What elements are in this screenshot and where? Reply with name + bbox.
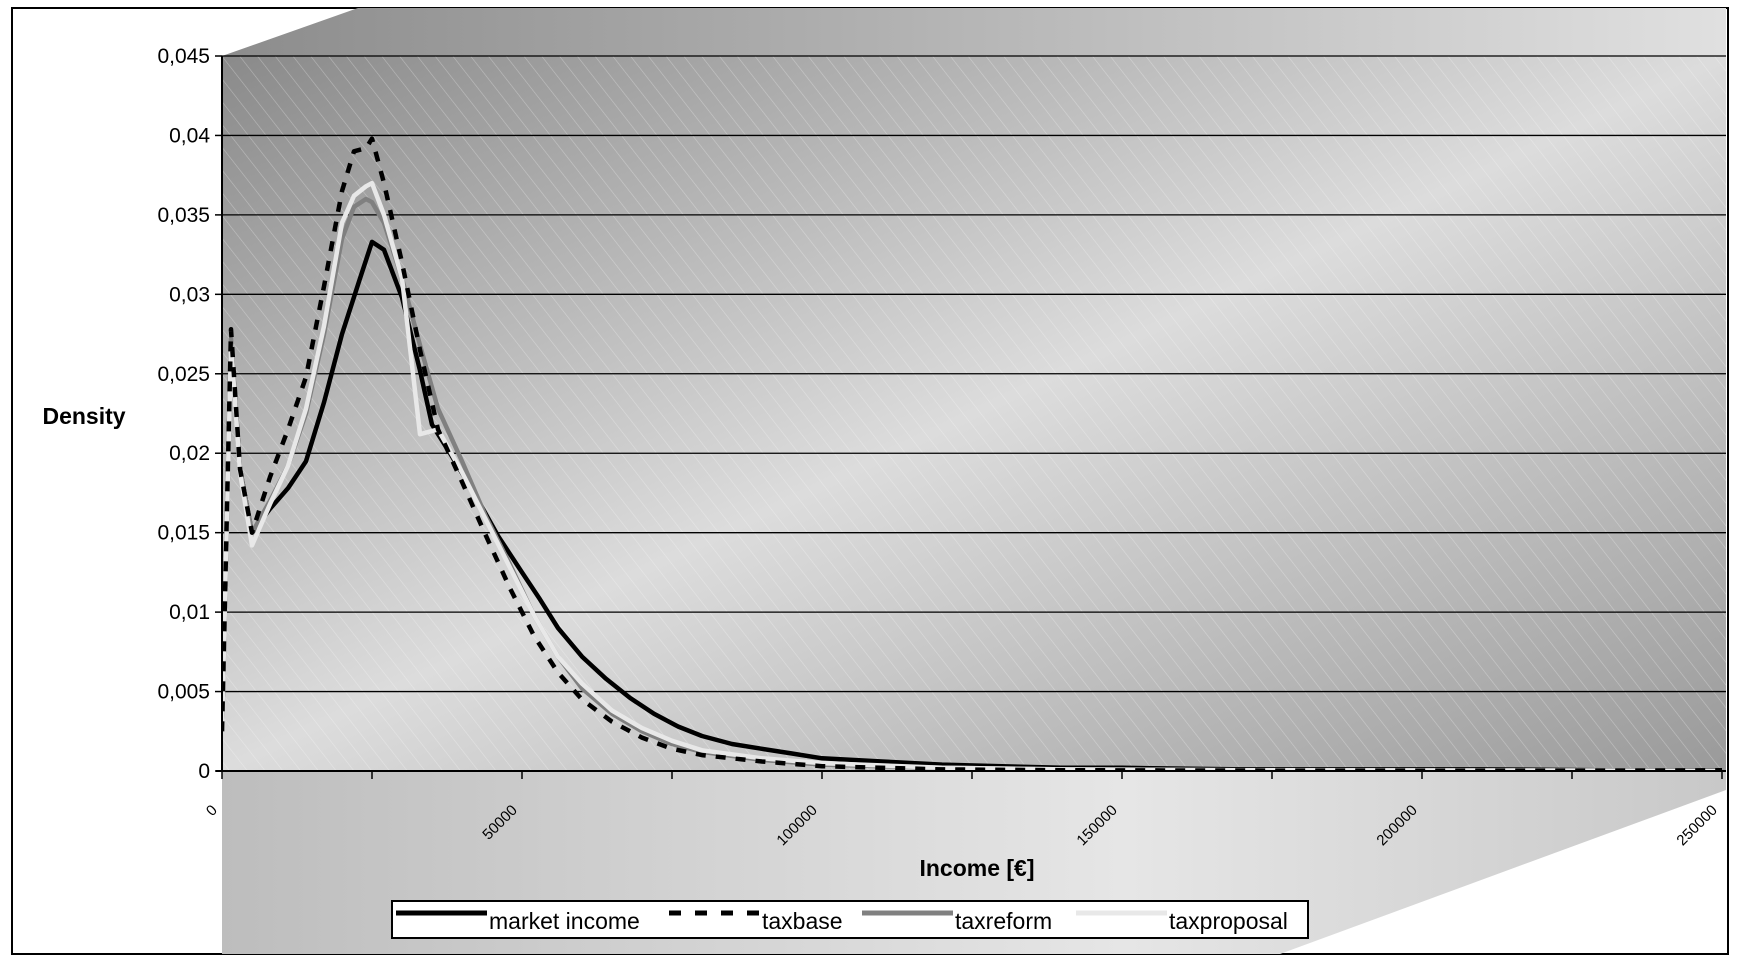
- legend-item-taxproposal: taxproposal: [1076, 908, 1288, 934]
- top-wall: [222, 8, 1726, 56]
- y-tick-label: 0,03: [169, 283, 210, 306]
- legend-item-market-income: market income: [396, 908, 640, 934]
- back-wall-hatch: [222, 56, 1726, 770]
- legend-label-taxreform: taxreform: [955, 908, 1052, 934]
- legend-label-market-income: market income: [489, 908, 640, 934]
- y-tick-label: 0,01: [169, 601, 210, 624]
- y-tick-label: 0,015: [157, 522, 210, 545]
- legend-item-taxreform: taxreform: [862, 908, 1052, 934]
- series-line-taxbase: [222, 136, 1722, 772]
- y-axis-title: Density: [42, 403, 125, 429]
- legend: market income taxbase taxreform taxpropo…: [391, 900, 1309, 939]
- legend-box: [391, 900, 1309, 939]
- y-tick-label: 0,04: [169, 124, 210, 147]
- legend-label-taxbase: taxbase: [762, 908, 843, 934]
- x-axis-title: Income [€]: [919, 855, 1034, 881]
- y-tick-label: 0: [198, 760, 210, 783]
- legend-item-taxbase: taxbase: [669, 908, 843, 934]
- y-tick-label: 0,045: [157, 45, 210, 68]
- y-axis-ticks: 0 0,005 0,01 0,015 0,02 0,025 0,03 0,035 0,04 0,0…: [157, 45, 222, 783]
- series-line-taxproposal: [222, 180, 1722, 772]
- y-tick-label: 0,025: [157, 363, 210, 386]
- y-tick-label: 0,005: [157, 681, 210, 704]
- legend-label-taxproposal: taxproposal: [1169, 908, 1288, 934]
- y-tick-label: 0,02: [169, 442, 210, 465]
- gridlines: [222, 55, 1726, 693]
- series-lines: [222, 136, 1722, 772]
- y-tick-label: 0,035: [157, 204, 210, 227]
